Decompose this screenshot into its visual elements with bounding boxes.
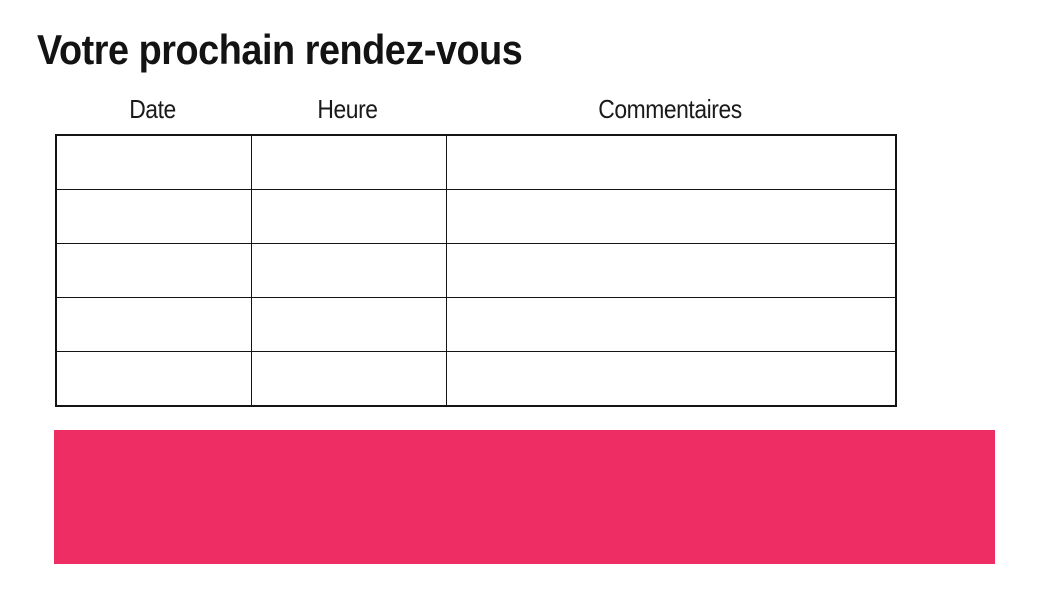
table-cell	[55, 134, 252, 190]
table-cell	[250, 297, 447, 352]
column-header-commentaires: Commentaires	[598, 94, 742, 124]
table-row	[55, 189, 897, 244]
table-cell	[445, 134, 897, 190]
table-row	[55, 134, 897, 190]
table-cell	[250, 243, 447, 298]
table-cell	[445, 189, 897, 244]
column-header-heure: Heure	[317, 94, 378, 124]
table-cell	[250, 134, 447, 190]
table-cell	[445, 351, 897, 407]
table-cell	[250, 351, 447, 407]
column-header-date: Date	[129, 94, 176, 124]
table-row	[55, 351, 897, 407]
table-row	[55, 243, 897, 298]
appointments-table	[55, 134, 897, 407]
table-cell	[55, 351, 252, 407]
table-cell	[250, 189, 447, 244]
page-title: Votre prochain rendez-vous	[37, 26, 523, 73]
table-cell	[445, 243, 897, 298]
table-cell	[55, 243, 252, 298]
table-column-headers: Date Heure Commentaires	[0, 93, 1050, 125]
table-cell	[55, 189, 252, 244]
pink-banner	[54, 430, 995, 564]
table-row	[55, 297, 897, 352]
table-cell	[445, 297, 897, 352]
table-cell	[55, 297, 252, 352]
